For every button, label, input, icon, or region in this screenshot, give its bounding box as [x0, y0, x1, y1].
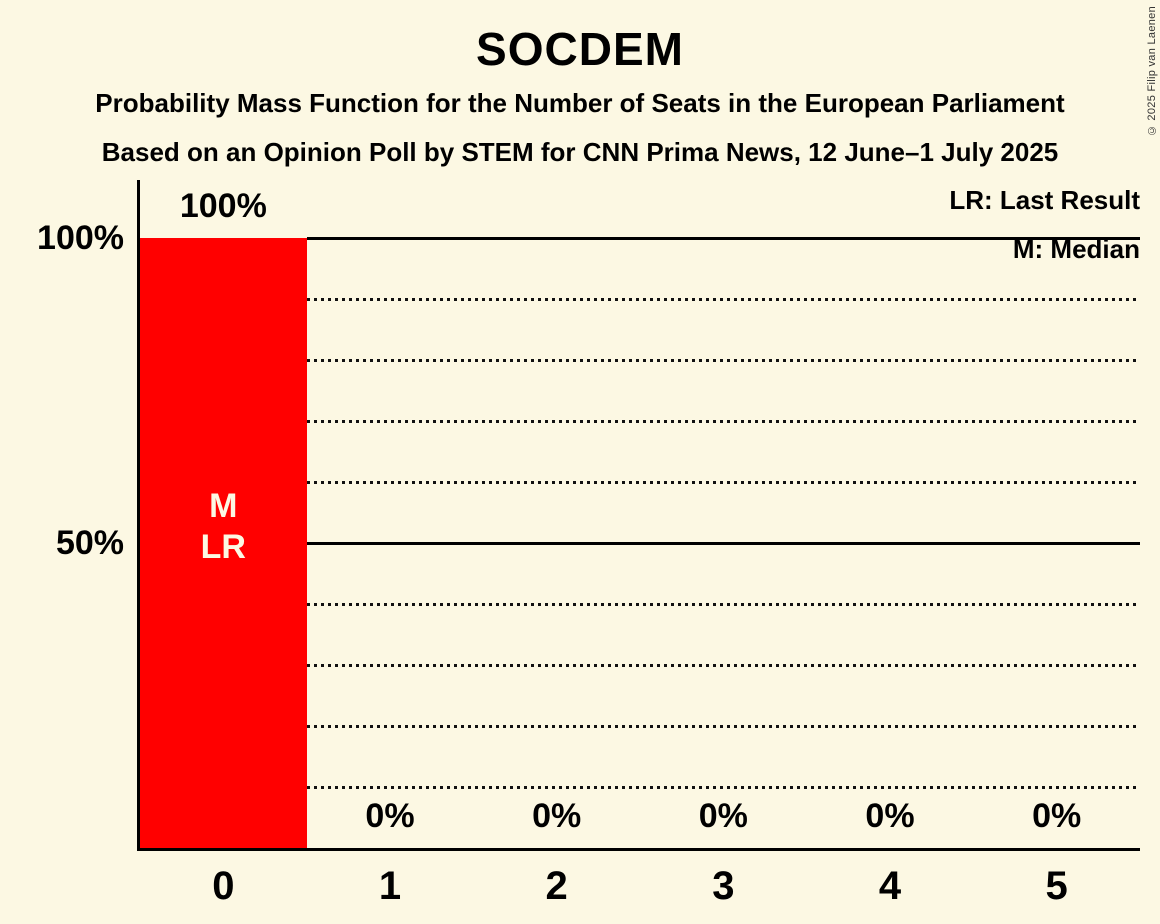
bar-value-label-0: 100% [179, 187, 267, 225]
bar-value-label-5: 0% [1032, 797, 1082, 835]
y-tick-label-50pct: 50% [55, 524, 124, 562]
bar-seats-0 [140, 238, 307, 848]
bar-value-label-1: 0% [365, 797, 415, 835]
bar-value-label-3: 0% [698, 797, 748, 835]
gridline-30pct [306, 664, 1140, 667]
gridline-50pct [306, 542, 1140, 545]
bar-value-label-4: 0% [865, 797, 915, 835]
gridline-60pct [306, 481, 1140, 484]
gridline-90pct [306, 298, 1140, 301]
gridline-10pct [306, 786, 1140, 789]
legend-last-result: LR: Last Result [949, 185, 1140, 215]
y-tick-label-100pct: 100% [37, 219, 124, 257]
gridlines-layer [140, 180, 1140, 848]
x-tick-label-3: 3 [712, 864, 735, 908]
gridline-20pct [306, 725, 1140, 728]
gridline-70pct [306, 420, 1140, 423]
gridline-100pct [306, 237, 1140, 240]
x-tick-label-0: 0 [212, 864, 235, 908]
chart-subtitle-line1: Probability Mass Function for the Number… [95, 88, 1065, 118]
plot-area: 100% M LR 0% 0% 0% 0% 0% [137, 180, 1140, 851]
bar-annotation-median-lastresult: M LR [200, 487, 246, 566]
chart-title: SOCDEM [476, 23, 684, 75]
x-tick-label-1: 1 [378, 864, 402, 908]
chart-subtitle-line2: Based on an Opinion Poll by STEM for CNN… [101, 137, 1059, 167]
x-tick-label-4: 4 [878, 864, 902, 908]
copyright-text: © 2025 Filip van Laenen [1146, 6, 1158, 137]
bar-value-label-2: 0% [532, 797, 582, 835]
bars-layer: 100% M LR 0% 0% 0% 0% 0% [140, 180, 1140, 848]
gridline-80pct [306, 359, 1140, 362]
legend-median: M: Median [1012, 234, 1140, 264]
gridline-40pct [306, 603, 1140, 606]
x-tick-label-5: 5 [1045, 864, 1068, 908]
x-tick-label-2: 2 [545, 864, 568, 908]
